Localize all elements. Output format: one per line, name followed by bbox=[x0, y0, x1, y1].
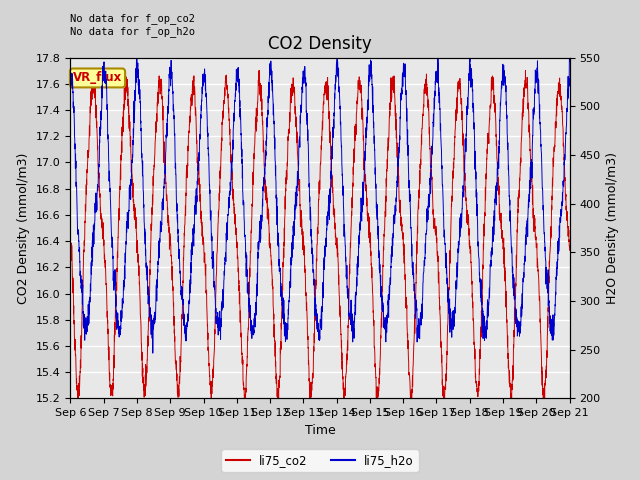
Text: VR_flux: VR_flux bbox=[73, 72, 122, 84]
Legend: li75_co2, li75_h2o: li75_co2, li75_h2o bbox=[221, 449, 419, 472]
Text: No data for f_op_co2
No data for f_op_h2o: No data for f_op_co2 No data for f_op_h2… bbox=[70, 13, 195, 36]
Y-axis label: CO2 Density (mmol/m3): CO2 Density (mmol/m3) bbox=[17, 152, 30, 304]
Y-axis label: H2O Density (mmol/m3): H2O Density (mmol/m3) bbox=[606, 152, 619, 304]
li75_co2 bbox=[259, 109, 266, 115]
li75_h2o bbox=[566, 58, 573, 64]
li75_h2o bbox=[556, 216, 564, 222]
Title: CO2 Density: CO2 Density bbox=[268, 35, 372, 53]
li75_co2 bbox=[124, 87, 131, 93]
li75_h2o bbox=[280, 321, 287, 327]
li75_h2o bbox=[258, 215, 266, 220]
li75_h2o bbox=[67, 85, 74, 91]
li75_co2 bbox=[502, 302, 510, 308]
Line: li75_co2: li75_co2 bbox=[70, 71, 570, 398]
li75_h2o bbox=[154, 285, 161, 291]
li75_h2o bbox=[566, 50, 573, 56]
Line: li75_h2o: li75_h2o bbox=[70, 53, 570, 353]
li75_co2 bbox=[67, 248, 74, 254]
X-axis label: Time: Time bbox=[305, 424, 335, 437]
li75_h2o bbox=[124, 210, 131, 216]
li75_co2 bbox=[74, 396, 82, 401]
li75_h2o bbox=[502, 102, 510, 108]
li75_co2 bbox=[255, 68, 263, 73]
li75_co2 bbox=[556, 82, 564, 87]
li75_co2 bbox=[566, 247, 573, 253]
li75_co2 bbox=[154, 103, 161, 109]
li75_co2 bbox=[280, 255, 287, 261]
li75_h2o bbox=[149, 350, 157, 356]
